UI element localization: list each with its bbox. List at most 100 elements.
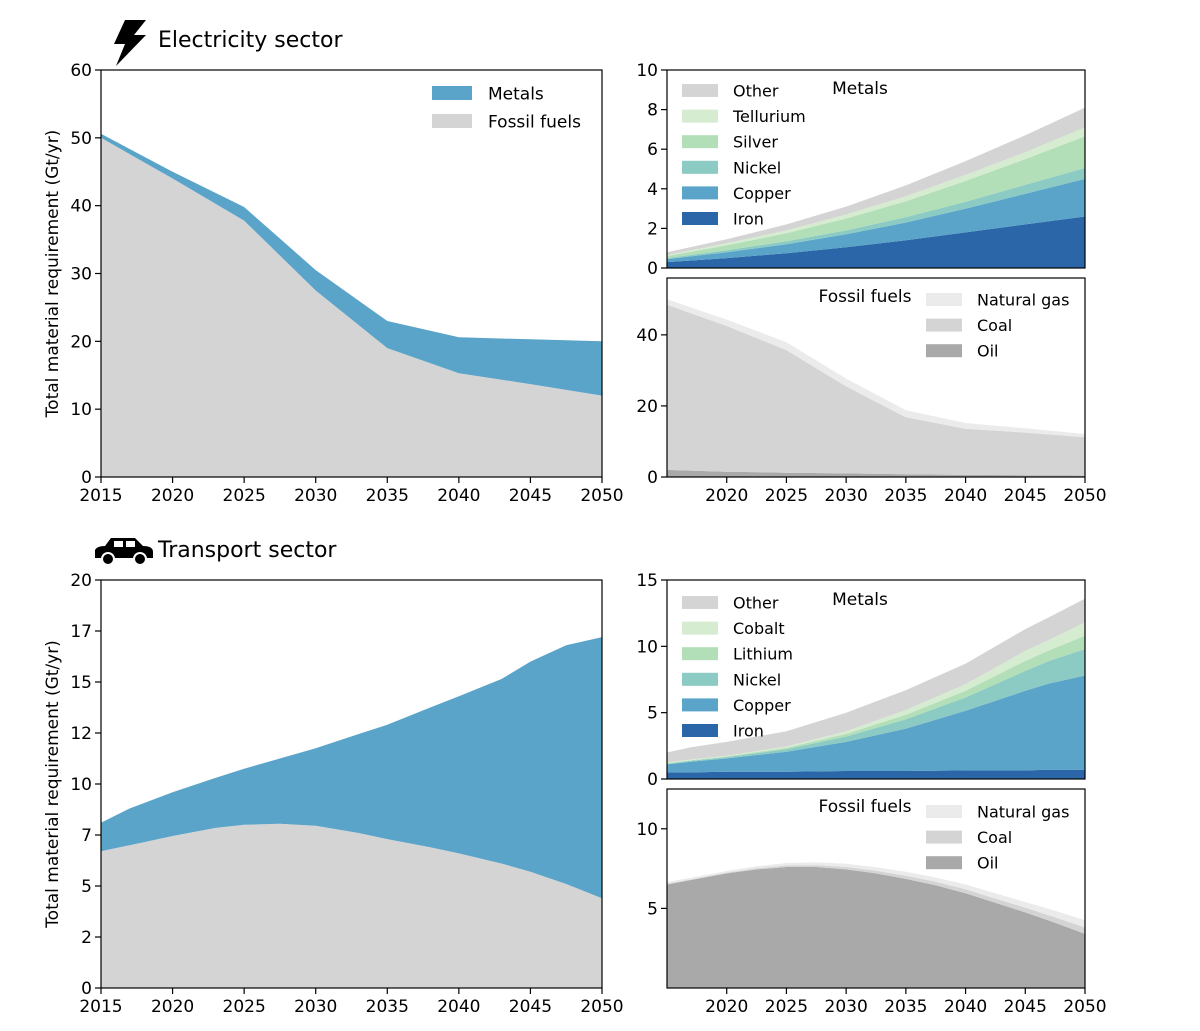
y-tick-label: 20	[636, 397, 658, 417]
x-tick-label: 2020	[705, 997, 748, 1017]
area-oil	[667, 867, 1085, 988]
legend-label-copper: Copper	[733, 184, 791, 203]
panel-title: Metals	[832, 590, 888, 610]
chart-elec-metals: 0 2 4 6 8 10 Metals Other Tellurium Silver Nickel C…	[636, 61, 1086, 279]
area-fossil-fuels	[101, 137, 602, 478]
chart-trans-main: 0 2 5 7 10 12 15 17 20 2015 2020 2025 2030 2035 2040 20…	[43, 571, 624, 1017]
legend-label-oil: Oil	[977, 854, 998, 873]
y-tick-label: 12	[70, 724, 92, 744]
legend-swatch-tellurium	[682, 109, 718, 123]
legend-swatch-cobalt	[682, 621, 718, 635]
x-tick-label: 2025	[223, 997, 266, 1017]
legend-label-natural-gas: Natural gas	[977, 291, 1069, 310]
y-tick-label: 10	[636, 637, 658, 657]
legend-swatch-other	[682, 84, 718, 97]
area-coal	[667, 304, 1085, 476]
panel-title: Fossil fuels	[819, 797, 912, 817]
legend-swatch-coal	[926, 830, 962, 844]
axes-frame	[666, 788, 1086, 989]
x-tick-label: 2045	[509, 486, 552, 506]
legend-swatch-nickel	[682, 160, 718, 174]
y-tick-label: 15	[70, 673, 92, 693]
panel-title: Metals	[832, 79, 888, 99]
panel-title: Fossil fuels	[819, 287, 912, 307]
legend-swatch-silver	[682, 135, 718, 149]
x-tick-label: 2020	[151, 486, 194, 506]
x-tick-label: 2015	[79, 486, 122, 506]
area-oil	[667, 469, 1085, 477]
x-tick-label: 2035	[366, 997, 409, 1017]
chart-trans-fossil: 5 10 2020 2025 2030 2035 2040 2045 2050 Fossil fu…	[636, 788, 1107, 1017]
x-tick-label: 2030	[825, 997, 868, 1017]
area-copper	[667, 675, 1085, 773]
x-tick-label: 2040	[437, 486, 480, 506]
legend-label-oil: Oil	[977, 342, 998, 361]
y-tick-label: 10	[636, 61, 658, 81]
area-iron	[667, 216, 1085, 268]
lightning-bolt-icon	[108, 20, 152, 66]
x-tick-label: 2040	[944, 997, 987, 1017]
y-tick-label: 0	[81, 468, 92, 488]
legend-swatch-natural-gas	[926, 293, 962, 306]
x-tick-label: 2045	[1004, 486, 1047, 506]
x-tick-label: 2050	[1063, 997, 1106, 1017]
legend-label-iron: Iron	[733, 722, 764, 741]
legend-swatch-oil	[926, 344, 962, 358]
y-tick-label: 40	[636, 326, 658, 346]
legend: Other Cobalt Lithium Nickel Copper Iron	[682, 594, 793, 741]
section-title-electricity: Electricity sector	[158, 28, 343, 53]
legend-label-coal: Coal	[977, 316, 1012, 335]
legend-swatch-oil	[926, 856, 962, 870]
x-tick-label: 2035	[884, 486, 927, 506]
legend-label-nickel: Nickel	[733, 158, 781, 177]
y-tick-label: 40	[70, 197, 92, 217]
legend-label-iron: Iron	[733, 210, 764, 229]
x-tick-label: 2035	[884, 997, 927, 1017]
x-tick-label: 2045	[509, 997, 552, 1017]
x-tick-label: 2025	[765, 997, 808, 1017]
legend-swatch-nickel	[682, 672, 718, 686]
legend-label-lithium: Lithium	[733, 645, 793, 664]
area-fossil-fuels	[101, 823, 602, 988]
legend-swatch-lithium	[682, 647, 718, 661]
x-tick-label: 2030	[825, 486, 868, 506]
legend-label-silver: Silver	[733, 133, 778, 152]
legend-label-tellurium: Tellurium	[732, 107, 806, 126]
y-tick-label: 10	[70, 400, 92, 420]
legend-label-copper: Copper	[733, 696, 791, 715]
legend-label-natural-gas: Natural gas	[977, 803, 1069, 822]
area-other	[667, 598, 1085, 763]
axes-frame	[666, 69, 1086, 269]
x-tick-label: 2030	[294, 997, 337, 1017]
y-tick-label: 2	[647, 219, 658, 239]
y-tick-label: 5	[81, 877, 92, 897]
y-tick-label: 30	[70, 265, 92, 285]
area-copper	[667, 178, 1085, 263]
legend: Natural gas Coal Oil	[926, 291, 1069, 361]
legend-swatch-metals	[432, 86, 472, 100]
x-tick-label: 2050	[1063, 486, 1106, 506]
axes-frame	[666, 277, 1086, 478]
x-tick-label: 2045	[1004, 997, 1047, 1017]
y-tick-label: 7	[81, 826, 92, 846]
legend-swatch-other	[682, 596, 718, 609]
y-tick-label: 50	[70, 129, 92, 149]
y-tick-label: 0	[81, 979, 92, 999]
legend: Other Tellurium Silver Nickel Copper Iron	[682, 82, 806, 229]
y-tick-label: 8	[647, 101, 658, 121]
legend-swatch-fossil-fuels	[432, 114, 472, 128]
y-tick-label: 10	[636, 820, 658, 840]
area-metals	[101, 637, 602, 899]
y-tick-label: 17	[70, 622, 92, 642]
legend-label-coal: Coal	[977, 828, 1012, 847]
x-tick-label: 2050	[580, 486, 623, 506]
y-tick-label: 4	[647, 180, 658, 200]
legend-label-cobalt: Cobalt	[733, 619, 785, 638]
y-tick-label: 0	[647, 770, 658, 790]
axes-frame	[666, 579, 1086, 780]
y-tick-label: 0	[647, 259, 658, 279]
y-tick-label: 5	[647, 704, 658, 724]
y-tick-label: 6	[647, 140, 658, 160]
